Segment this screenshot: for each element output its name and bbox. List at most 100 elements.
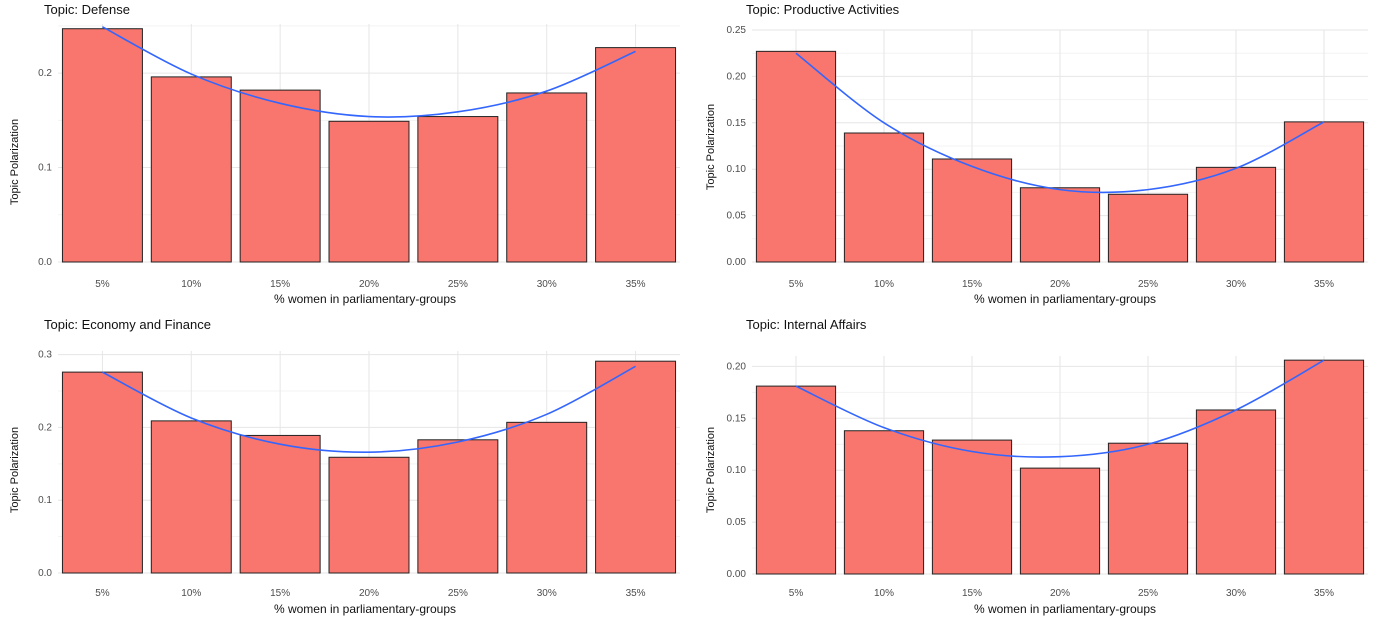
y-tick-label: 0.20 (727, 71, 747, 82)
x-tick-label: 35% (1314, 279, 1334, 290)
bar (931, 439, 1013, 575)
chart-economy-and-finance: Topic: Economy and Finance % women in pa… (9, 317, 680, 616)
bars (61, 28, 677, 263)
bar (595, 360, 677, 574)
x-tick-label: 5% (95, 588, 110, 599)
bar (1283, 359, 1365, 575)
chart-panel-internal-affairs: Topic: Internal Affairs % women in parli… (687, 309, 1374, 619)
y-tick-label: 0.15 (727, 413, 747, 424)
y-tick-label: 0.1 (38, 163, 52, 174)
bar (843, 430, 925, 575)
chart-internal-affairs: Topic: Internal Affairs % women in parli… (705, 317, 1368, 616)
y-tick-label: 0.0 (38, 257, 52, 268)
trend-line (795, 359, 1325, 458)
bar (843, 132, 925, 263)
y-tick-label: 0.25 (727, 25, 747, 36)
y-tick-label: 0.15 (727, 118, 747, 129)
y-tick-label: 0.00 (727, 257, 747, 268)
x-axis-label: % women in parliamentary-groups (974, 292, 1156, 306)
bar (417, 439, 499, 574)
chart-defense: Topic: Defense % women in parliamentary-… (9, 2, 680, 306)
x-tick-label: 20% (1050, 588, 1070, 599)
bar (506, 92, 588, 263)
bar (417, 116, 499, 263)
y-tick-label: 0.20 (727, 361, 747, 372)
bar (239, 434, 321, 574)
chart-panel-productive-activities: Topic: Productive Activities % women in … (687, 0, 1374, 309)
x-tick-label: 25% (448, 279, 468, 290)
x-tick-label: 15% (270, 588, 290, 599)
bar (1195, 409, 1277, 575)
x-tick-label: 10% (181, 588, 201, 599)
bar (61, 28, 143, 263)
x-tick-label: 15% (962, 279, 982, 290)
chart-title: Topic: Defense (44, 2, 130, 17)
bar (150, 420, 232, 574)
bar (755, 385, 837, 575)
y-tick-label: 0.1 (38, 495, 52, 506)
chart-title: Topic: Productive Activities (746, 2, 900, 17)
bar (328, 120, 410, 263)
bar (1195, 166, 1277, 263)
x-tick-label: 25% (1138, 279, 1158, 290)
x-axis-label: % women in parliamentary-groups (974, 602, 1156, 616)
x-tick-label: 15% (270, 279, 290, 290)
bar (1107, 442, 1189, 575)
x-tick-label: 10% (874, 588, 894, 599)
bar (931, 158, 1013, 263)
bar (1019, 467, 1101, 575)
x-tick-label: 20% (1050, 279, 1070, 290)
bar (150, 76, 232, 263)
y-tick-label: 0.3 (38, 350, 52, 361)
bar (1283, 121, 1365, 263)
y-tick-label: 0.2 (38, 68, 52, 79)
y-tick-label: 0.0 (38, 568, 52, 579)
x-tick-label: 35% (626, 279, 646, 290)
chart-panel-economy-and-finance: Topic: Economy and Finance % women in pa… (0, 309, 687, 619)
bar (595, 47, 677, 263)
bars (755, 50, 1365, 263)
x-tick-label: 25% (448, 588, 468, 599)
bar (506, 421, 588, 574)
bar (755, 50, 837, 263)
trend-line (102, 365, 636, 453)
x-tick-label: 20% (359, 588, 379, 599)
x-tick-label: 30% (1226, 588, 1246, 599)
y-tick-label: 0.05 (727, 517, 747, 528)
bar (1107, 193, 1189, 263)
y-axis-label: Topic Polarization (705, 427, 717, 513)
x-tick-label: 10% (874, 279, 894, 290)
y-tick-label: 0.05 (727, 211, 747, 222)
bar (239, 89, 321, 263)
x-tick-label: 5% (95, 279, 110, 290)
trend-line (102, 26, 636, 118)
x-tick-label: 35% (1314, 588, 1334, 599)
x-tick-label: 20% (359, 279, 379, 290)
x-axis-label: % women in parliamentary-groups (274, 292, 456, 306)
x-tick-label: 30% (537, 279, 557, 290)
x-tick-label: 25% (1138, 588, 1158, 599)
x-tick-label: 30% (1226, 279, 1246, 290)
chart-title: Topic: Internal Affairs (746, 317, 867, 332)
y-tick-label: 0.00 (727, 569, 747, 580)
chart-title: Topic: Economy and Finance (44, 317, 211, 332)
bars (61, 360, 677, 574)
trend-line (795, 52, 1325, 194)
x-tick-label: 5% (789, 279, 804, 290)
bar (61, 371, 143, 574)
x-tick-label: 30% (537, 588, 557, 599)
chart-productive-activities: Topic: Productive Activities % women in … (705, 2, 1368, 306)
y-axis-label: Topic Polarization (705, 104, 717, 190)
x-tick-label: 35% (626, 588, 646, 599)
x-axis-label: % women in parliamentary-groups (274, 602, 456, 616)
y-tick-label: 0.2 (38, 422, 52, 433)
y-tick-label: 0.10 (727, 164, 747, 175)
x-tick-label: 10% (181, 279, 201, 290)
y-axis-label: Topic Polarization (9, 427, 21, 513)
bar (1019, 187, 1101, 263)
bar (328, 456, 410, 574)
x-tick-label: 15% (962, 588, 982, 599)
bars (755, 359, 1365, 575)
y-tick-label: 0.10 (727, 465, 747, 476)
y-axis-label: Topic Polarization (9, 119, 21, 205)
